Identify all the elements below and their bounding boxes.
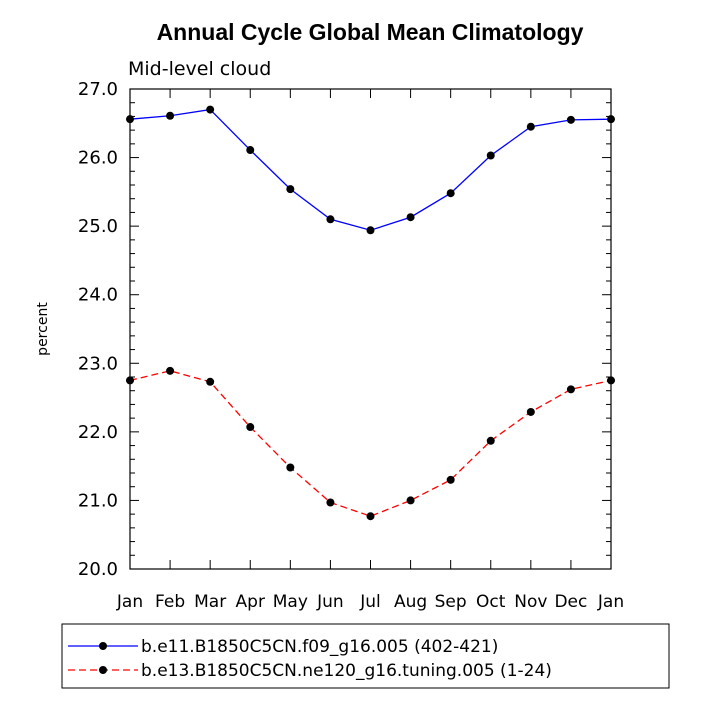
data-point [246, 423, 255, 432]
data-point [406, 213, 415, 222]
data-point [446, 189, 455, 198]
x-tick-label: Nov [514, 592, 547, 612]
x-tick-label: Jul [359, 592, 381, 612]
data-point [566, 115, 575, 124]
series-line [129, 108, 612, 231]
legend-item-2: b.e13.B1850C5CN.ne120_g16.tuning.005 (1-… [68, 661, 552, 681]
y-tick-label: 23.0 [78, 353, 118, 374]
data-point [486, 151, 495, 160]
y-tick-labels: 20.0 21.0 22.0 23.0 24.0 25.0 26.0 27.0 [78, 79, 118, 580]
data-point [486, 436, 495, 445]
y-axis-label: percent [35, 302, 51, 356]
x-tick-labels: Jan Feb Mar Apr May Jun Jul Aug Sep Oct Nov Dec Jan [116, 592, 624, 612]
legend-item-1: b.e11.B1850C5CN.f09_g16.005 (402-421) [68, 637, 498, 657]
series-1 [126, 105, 615, 235]
data-point [406, 496, 415, 505]
legend-marker [99, 642, 107, 650]
x-tick-label: Oct [476, 592, 506, 612]
y-tick-label: 20.0 [78, 559, 118, 580]
chart-title: Annual Cycle Global Mean Climatology [157, 19, 584, 45]
y-tick-label: 24.0 [78, 285, 118, 306]
data-point [206, 105, 215, 114]
data-point [286, 185, 295, 194]
chart-subtitle: Mid-level cloud [128, 58, 271, 80]
y-tick-label: 21.0 [78, 490, 118, 511]
x-tick-label: Mar [194, 592, 226, 612]
data-point [166, 111, 175, 120]
y-tick-label: 27.0 [78, 79, 118, 100]
series-line [129, 370, 612, 517]
y-tick-label: 26.0 [78, 148, 118, 169]
legend-label: b.e13.B1850C5CN.ne120_g16.tuning.005 (1-… [141, 661, 552, 681]
data-point [246, 146, 255, 155]
data-point [526, 122, 535, 131]
data-point [166, 366, 175, 375]
legend-label: b.e11.B1850C5CN.f09_g16.005 (402-421) [141, 637, 498, 657]
x-tick-label: Jan [116, 592, 143, 612]
data-point [286, 463, 295, 472]
data-point [607, 376, 615, 385]
x-tick-label: Apr [236, 592, 265, 612]
legend: b.e11.B1850C5CN.f09_g16.005 (402-421) b.e… [68, 637, 552, 681]
data-point [366, 226, 375, 235]
data-point [366, 512, 375, 521]
data-point [126, 115, 134, 124]
x-tick-label: Jan [597, 592, 624, 612]
x-tick-label: Jun [316, 592, 344, 612]
data-point [446, 475, 455, 484]
data-point [126, 376, 134, 385]
data-point [526, 407, 535, 416]
x-tick-label: Sep [435, 592, 467, 612]
tick-marks [129, 88, 612, 570]
plot-frame [129, 88, 612, 570]
x-tick-label: Feb [155, 592, 185, 612]
y-tick-label: 22.0 [78, 422, 118, 443]
data-point [326, 215, 335, 224]
data-point [566, 385, 575, 394]
legend-box [61, 623, 670, 689]
x-tick-label: May [273, 592, 308, 612]
series-2 [126, 366, 615, 521]
data-point [607, 115, 615, 124]
data-point [326, 498, 335, 507]
x-tick-label: Aug [394, 592, 427, 612]
legend-marker [99, 666, 107, 674]
x-tick-label: Dec [554, 592, 587, 612]
series-layer [126, 105, 615, 521]
y-tick-label: 25.0 [78, 216, 118, 237]
data-point [206, 377, 215, 386]
